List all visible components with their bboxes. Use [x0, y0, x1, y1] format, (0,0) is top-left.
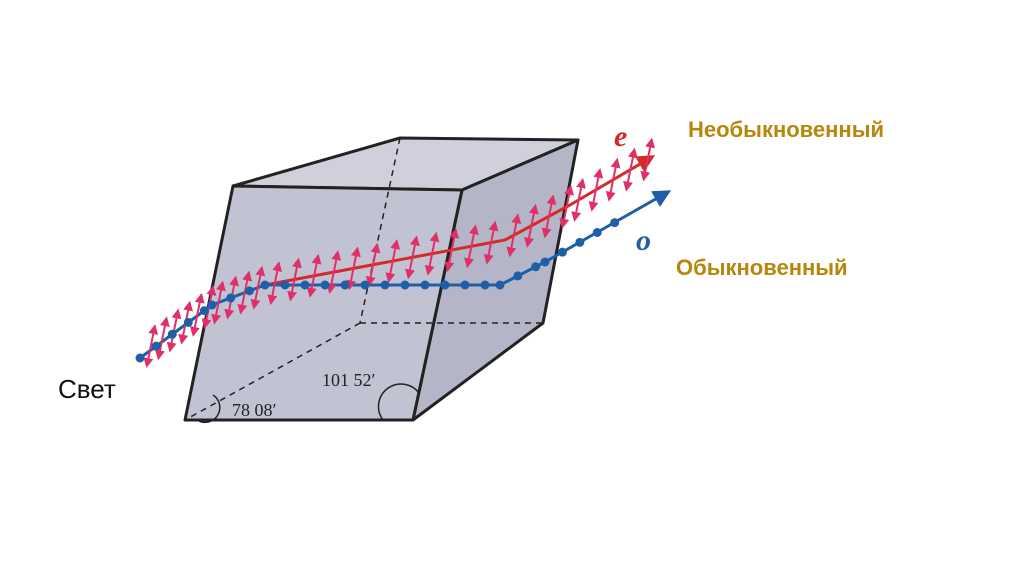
polarization-arrow — [365, 242, 381, 287]
polarization-dot — [151, 341, 161, 351]
polarization-dot — [420, 280, 430, 290]
polarization-dot — [199, 306, 209, 316]
polarization-arrow — [250, 265, 266, 310]
polarization-dot — [440, 280, 450, 290]
polarization-arrow — [189, 292, 205, 337]
polarization-arrow — [444, 228, 460, 272]
label: Свет — [58, 374, 116, 404]
polarization-dot — [244, 286, 254, 296]
polarization-arrow — [588, 167, 604, 212]
polarization-dot — [540, 257, 550, 267]
polarization-dot — [400, 280, 410, 290]
polarization-arrow — [211, 280, 226, 325]
polarization-dot — [280, 280, 290, 290]
polarization-arrow — [483, 220, 499, 265]
label: Обыкновенный — [676, 255, 848, 280]
polarization-arrow — [237, 270, 253, 315]
polarization-arrow — [464, 224, 479, 269]
polarization-arrow — [155, 316, 170, 361]
polarization-arrow — [623, 147, 638, 192]
polarization-dot — [513, 271, 523, 281]
polarization-dot — [260, 280, 270, 290]
polarization-dot — [340, 280, 350, 290]
polarization-arrow — [326, 250, 342, 295]
polarization-dot — [531, 262, 541, 272]
polarization-dot — [167, 329, 177, 339]
polarization-arrow — [306, 253, 322, 298]
polarization-dot — [207, 300, 217, 310]
polarization-dot — [320, 280, 330, 290]
polarization-dot — [557, 247, 567, 257]
polarization-dot — [495, 280, 505, 290]
polarization-arrow — [605, 157, 621, 202]
polarization-arrow — [559, 184, 574, 229]
rays — [135, 137, 672, 369]
polarization-dot — [460, 280, 470, 290]
polarization-dot — [135, 353, 145, 363]
polarization-dot — [360, 280, 370, 290]
polarization-dot — [380, 280, 390, 290]
angle-arc — [377, 383, 420, 421]
polarization-dot — [480, 280, 490, 290]
polarization-dot — [575, 237, 585, 247]
angle-label: 101 52′ — [322, 370, 376, 390]
polarization-arrow — [506, 213, 522, 258]
polarization-dot — [610, 218, 620, 228]
polarization-arrow — [571, 177, 586, 222]
polarization-arrow — [405, 235, 420, 280]
polarization-arrow — [287, 257, 302, 302]
polarization-dot — [300, 280, 310, 290]
polarization-arrow — [267, 261, 283, 306]
polarization-arrow — [143, 324, 159, 369]
ray-label: e — [614, 120, 627, 153]
angle-label: 78 08′ — [232, 400, 277, 420]
polarization-arrow — [385, 239, 401, 284]
polarization-arrow — [541, 194, 557, 239]
polarization-arrow — [346, 246, 361, 291]
polarization-dot — [592, 227, 602, 237]
polarization-dot — [226, 293, 236, 303]
angle-arc — [196, 394, 221, 424]
polarization-arrow — [640, 137, 656, 182]
polarization-arrow — [524, 203, 539, 248]
ray-label: o — [636, 224, 651, 257]
polarization-arrow — [424, 231, 440, 276]
label: Необыкновенный — [688, 117, 884, 142]
polarization-dot — [183, 317, 193, 327]
hidden-edges — [184, 137, 543, 421]
